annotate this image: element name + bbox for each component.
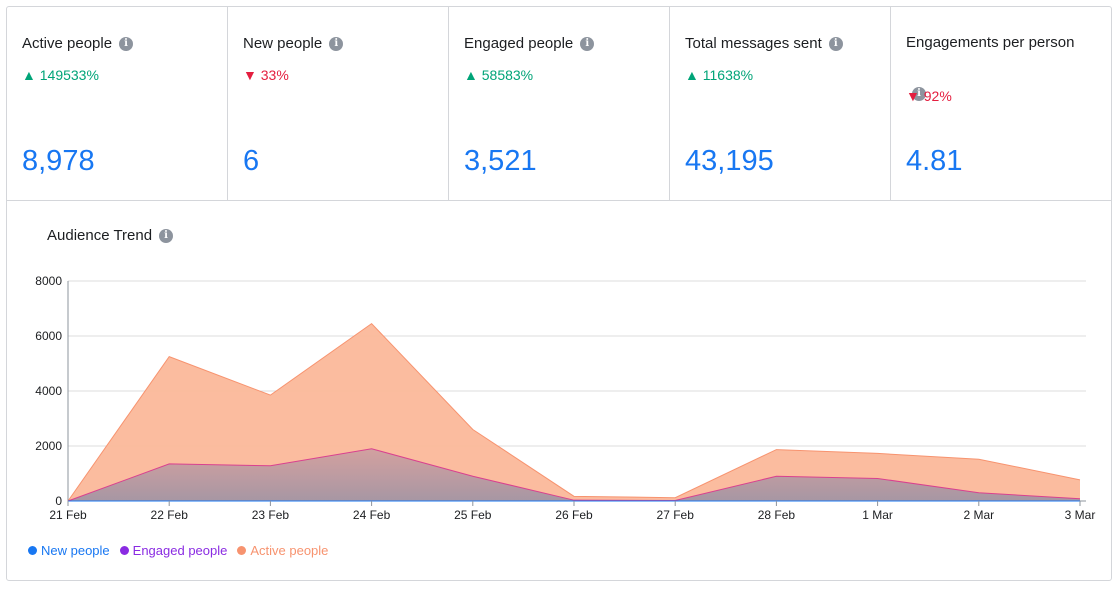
up-arrow-icon: ▲ <box>685 67 699 83</box>
info-icon[interactable]: i <box>912 87 926 101</box>
metric-change-value: 33% <box>260 67 289 83</box>
dashboard-card: Active people i ▲ 149533% 8,978 New peop… <box>6 6 1112 581</box>
metric-title: Active people <box>22 35 113 52</box>
metric-title: Engagements per person <box>906 34 1075 51</box>
chart-title-row: Audience Trend i <box>47 227 174 244</box>
active-people-area <box>68 323 1080 501</box>
y-tick-label: 8000 <box>35 274 62 288</box>
legend-label: Engaged people <box>132 543 228 558</box>
metric-change: ▼ 33% <box>243 67 289 83</box>
legend-swatch <box>28 546 37 555</box>
info-icon[interactable]: i <box>828 36 843 51</box>
y-tick-label: 2000 <box>35 439 62 453</box>
metric-title-row: Engaged people i <box>464 35 595 52</box>
metric-change: ▲ 58583% <box>464 67 533 83</box>
metric-change-value: 58583% <box>481 67 534 83</box>
metric-value: 6 <box>243 145 260 177</box>
metric-title: Engaged people <box>464 35 574 52</box>
x-tick-label: 23 Feb <box>252 508 290 522</box>
audience-trend-chart: 0 2000 4000 6000 8000 21 Feb 22 Feb 23 Feb 24 Fe… <box>35 274 1096 522</box>
engaged-people-area <box>68 448 1080 501</box>
legend-item-engaged-people[interactable]: Engaged people <box>119 543 228 558</box>
info-wrap: i <box>912 83 926 101</box>
x-tick-label: 26 Feb <box>555 508 593 522</box>
x-tick-label: 28 Feb <box>758 508 796 522</box>
metric-value: 4.81 <box>906 145 963 177</box>
legend-label: New people <box>41 543 110 558</box>
metric-change: ▲ 11638% <box>685 67 753 83</box>
x-tick-label: 1 Mar <box>862 508 893 522</box>
info-icon[interactable]: i <box>119 36 134 51</box>
down-arrow-icon: ▼ <box>906 88 920 104</box>
metric-active-people: Active people i ▲ 149533% 8,978 <box>7 7 228 200</box>
metric-change-value: 11638% <box>702 67 754 83</box>
x-tick-label: 3 Mar <box>1065 508 1096 522</box>
x-tick-label: 25 Feb <box>454 508 492 522</box>
legend-item-new-people[interactable]: New people <box>28 543 110 558</box>
down-arrow-icon: ▼ <box>243 67 257 83</box>
x-tick-label: 2 Mar <box>963 508 994 522</box>
metric-value: 8,978 <box>22 145 95 177</box>
chart-legend: New people Engaged people Active people <box>28 543 328 558</box>
metric-total-messages-sent: Total messages sent i ▲ 11638% 43,195 <box>670 7 891 200</box>
metric-new-people: New people i ▼ 33% 6 <box>228 7 449 200</box>
legend-item-active-people[interactable]: Active people <box>237 543 328 558</box>
metric-value: 43,195 <box>685 145 774 177</box>
active-people-line <box>67 322 1081 502</box>
legend-label: Active people <box>250 543 329 558</box>
metric-change: ▲ 149533% <box>22 67 99 83</box>
metrics-row: Active people i ▲ 149533% 8,978 New peop… <box>7 7 1111 201</box>
legend-swatch <box>237 546 247 555</box>
up-arrow-icon: ▲ <box>464 67 478 83</box>
metric-change-value: 149533% <box>39 67 99 83</box>
x-tick-label: 21 Feb <box>49 508 87 522</box>
x-tick-label: 24 Feb <box>353 508 391 522</box>
metric-title: Total messages sent <box>685 35 822 52</box>
y-tick-label: 6000 <box>35 329 62 343</box>
metric-title-row: New people i <box>243 35 344 52</box>
y-tick-label: 0 <box>55 494 62 508</box>
engaged-people-line <box>67 448 1081 502</box>
info-icon[interactable]: i <box>159 228 174 243</box>
metric-title-row: Total messages sent i <box>685 35 843 52</box>
metric-value: 3,521 <box>464 145 537 177</box>
legend-swatch <box>119 546 129 555</box>
metric-title: New people <box>243 35 323 52</box>
metric-title-row: Active people i <box>22 35 134 52</box>
up-arrow-icon: ▲ <box>22 67 36 83</box>
metric-change: ▼ 92% <box>906 88 952 104</box>
metric-title-row: Engagements per person i <box>906 34 1075 101</box>
info-icon[interactable]: i <box>329 36 344 51</box>
metric-engaged-people: Engaged people i ▲ 58583% 3,521 <box>449 7 670 200</box>
info-icon[interactable]: i <box>580 36 595 51</box>
metric-engagements-per-person: Engagements per person i ▼ 92% 4.81 <box>891 7 1111 200</box>
metric-change-value: 92% <box>923 88 952 104</box>
x-tick-label: 22 Feb <box>151 508 189 522</box>
y-tick-label: 4000 <box>35 384 62 398</box>
chart-title: Audience Trend <box>47 227 153 244</box>
x-tick-label: 27 Feb <box>657 508 695 522</box>
